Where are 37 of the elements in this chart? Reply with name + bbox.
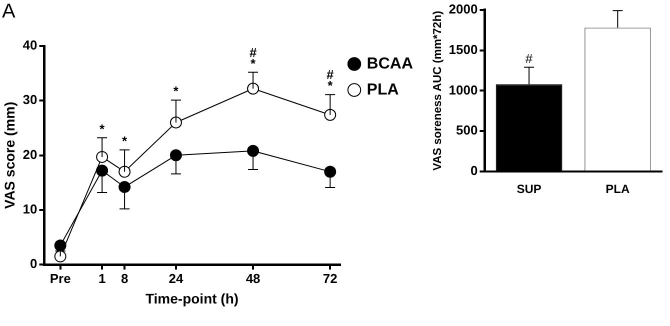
y-tick-label: 1000: [448, 82, 478, 98]
point: [247, 82, 260, 95]
x-tick-label: 1: [98, 270, 106, 286]
y-axis-title: VAS score (mm): [1, 102, 18, 209]
annotation: *: [173, 84, 180, 99]
y-tick-label: 0: [470, 163, 478, 178]
annotation: *: [122, 133, 128, 148]
point: [96, 164, 108, 177]
x-tick-label: SUP: [516, 182, 542, 196]
y-tick-label: 1500: [448, 42, 478, 57]
legend-label: BCAA: [366, 55, 414, 72]
text: A: [2, 0, 16, 23]
y-tick-label: 2000: [448, 1, 478, 16]
y-tick-label: 500: [456, 122, 478, 138]
point: [170, 116, 182, 129]
x-tick-label: 48: [246, 270, 260, 286]
point: [324, 108, 336, 121]
x-tick-label: 24: [168, 270, 184, 286]
point: [118, 166, 131, 178]
x-axis-title: Time-point (h): [145, 290, 239, 306]
x-tick-label: 8: [120, 270, 128, 286]
y-tick-label: 10: [22, 202, 38, 217]
y-tick-label: 30: [22, 92, 38, 108]
annotation: #: [525, 50, 534, 66]
point: [170, 149, 182, 162]
point: [118, 180, 131, 193]
y-tick-label: 40: [22, 38, 38, 53]
x-tick-label: Pre: [50, 270, 71, 286]
x-tick-label: 72: [322, 270, 338, 286]
y-axis-title: VAS soreness AUC (mm*72h): [432, 10, 444, 171]
point: [247, 144, 260, 157]
legend-label: PLA: [366, 81, 400, 98]
y-tick-label: 0: [30, 256, 38, 272]
point: [324, 166, 336, 178]
y-tick-label: 20: [22, 146, 38, 162]
annotation: *: [100, 121, 106, 136]
point: [96, 150, 108, 163]
